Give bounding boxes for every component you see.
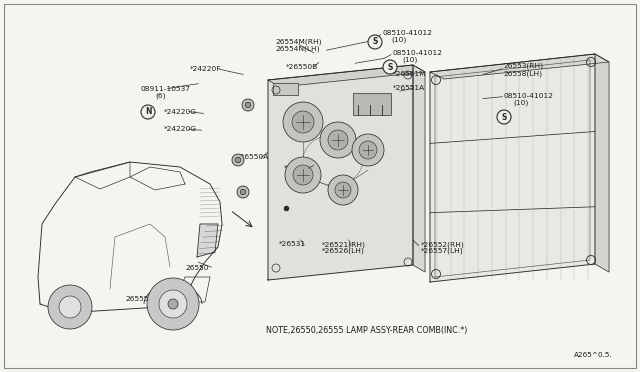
Text: (10): (10) bbox=[392, 37, 407, 44]
Text: 26558(LH): 26558(LH) bbox=[504, 70, 543, 77]
Text: *26551A: *26551A bbox=[393, 85, 425, 91]
Text: 08510-41012: 08510-41012 bbox=[504, 93, 554, 99]
Text: 26554M(RH): 26554M(RH) bbox=[275, 38, 322, 45]
Polygon shape bbox=[413, 65, 425, 272]
Circle shape bbox=[168, 299, 178, 309]
Circle shape bbox=[141, 105, 155, 119]
Text: 26554N(LH): 26554N(LH) bbox=[275, 45, 320, 52]
Circle shape bbox=[242, 99, 254, 111]
Text: *26550B: *26550B bbox=[286, 64, 318, 70]
Circle shape bbox=[293, 165, 313, 185]
Text: (6): (6) bbox=[155, 92, 166, 99]
Text: (10): (10) bbox=[402, 57, 417, 63]
Text: S: S bbox=[372, 38, 378, 46]
Circle shape bbox=[237, 186, 249, 198]
Text: *26526(LH): *26526(LH) bbox=[322, 248, 365, 254]
Polygon shape bbox=[595, 54, 609, 272]
Text: *26550A: *26550A bbox=[237, 154, 269, 160]
Circle shape bbox=[359, 141, 377, 159]
Text: *26552(RH): *26552(RH) bbox=[420, 241, 465, 248]
Circle shape bbox=[245, 102, 251, 108]
Circle shape bbox=[240, 189, 246, 195]
Polygon shape bbox=[430, 54, 609, 79]
Text: *24220G: *24220G bbox=[164, 126, 197, 132]
Circle shape bbox=[283, 102, 323, 142]
Text: *26531: *26531 bbox=[279, 241, 306, 247]
Circle shape bbox=[352, 134, 384, 166]
Text: 26550: 26550 bbox=[186, 265, 209, 271]
Circle shape bbox=[368, 35, 382, 49]
Text: A265^0.5.: A265^0.5. bbox=[574, 352, 613, 358]
Circle shape bbox=[292, 111, 314, 133]
Circle shape bbox=[236, 157, 241, 163]
Text: 26553(RH): 26553(RH) bbox=[504, 63, 544, 70]
Text: 08510-41012: 08510-41012 bbox=[393, 50, 443, 56]
Circle shape bbox=[159, 290, 187, 318]
Bar bbox=[353, 93, 391, 115]
Circle shape bbox=[59, 296, 81, 318]
Circle shape bbox=[285, 157, 321, 193]
Circle shape bbox=[497, 110, 511, 124]
Circle shape bbox=[328, 175, 358, 205]
Circle shape bbox=[383, 60, 397, 74]
Bar bbox=[273, 83, 298, 95]
Text: *24220G: *24220G bbox=[164, 109, 197, 115]
Circle shape bbox=[232, 154, 244, 166]
Text: (10): (10) bbox=[513, 100, 529, 106]
Polygon shape bbox=[268, 65, 413, 280]
Text: *26557(LH): *26557(LH) bbox=[420, 248, 463, 254]
Text: *24220F: *24220F bbox=[189, 66, 221, 72]
Circle shape bbox=[48, 285, 92, 329]
Text: 08510-41012: 08510-41012 bbox=[383, 30, 433, 36]
Text: *26521(RH): *26521(RH) bbox=[322, 241, 366, 248]
Polygon shape bbox=[197, 224, 218, 257]
Text: 26555: 26555 bbox=[125, 296, 149, 302]
Text: S: S bbox=[501, 112, 507, 122]
Text: 08911-10537: 08911-10537 bbox=[141, 86, 191, 92]
Circle shape bbox=[147, 278, 199, 330]
Circle shape bbox=[320, 122, 356, 158]
Text: S: S bbox=[387, 62, 393, 71]
Polygon shape bbox=[268, 65, 425, 87]
Text: *26551M: *26551M bbox=[392, 71, 426, 77]
Text: NOTE,26550,26555 LAMP ASSY-REAR COMB(INC.*): NOTE,26550,26555 LAMP ASSY-REAR COMB(INC… bbox=[266, 326, 467, 335]
Circle shape bbox=[328, 130, 348, 150]
Text: N: N bbox=[145, 108, 151, 116]
Text: *26550A: *26550A bbox=[284, 165, 316, 171]
Polygon shape bbox=[430, 54, 595, 282]
Circle shape bbox=[335, 182, 351, 198]
